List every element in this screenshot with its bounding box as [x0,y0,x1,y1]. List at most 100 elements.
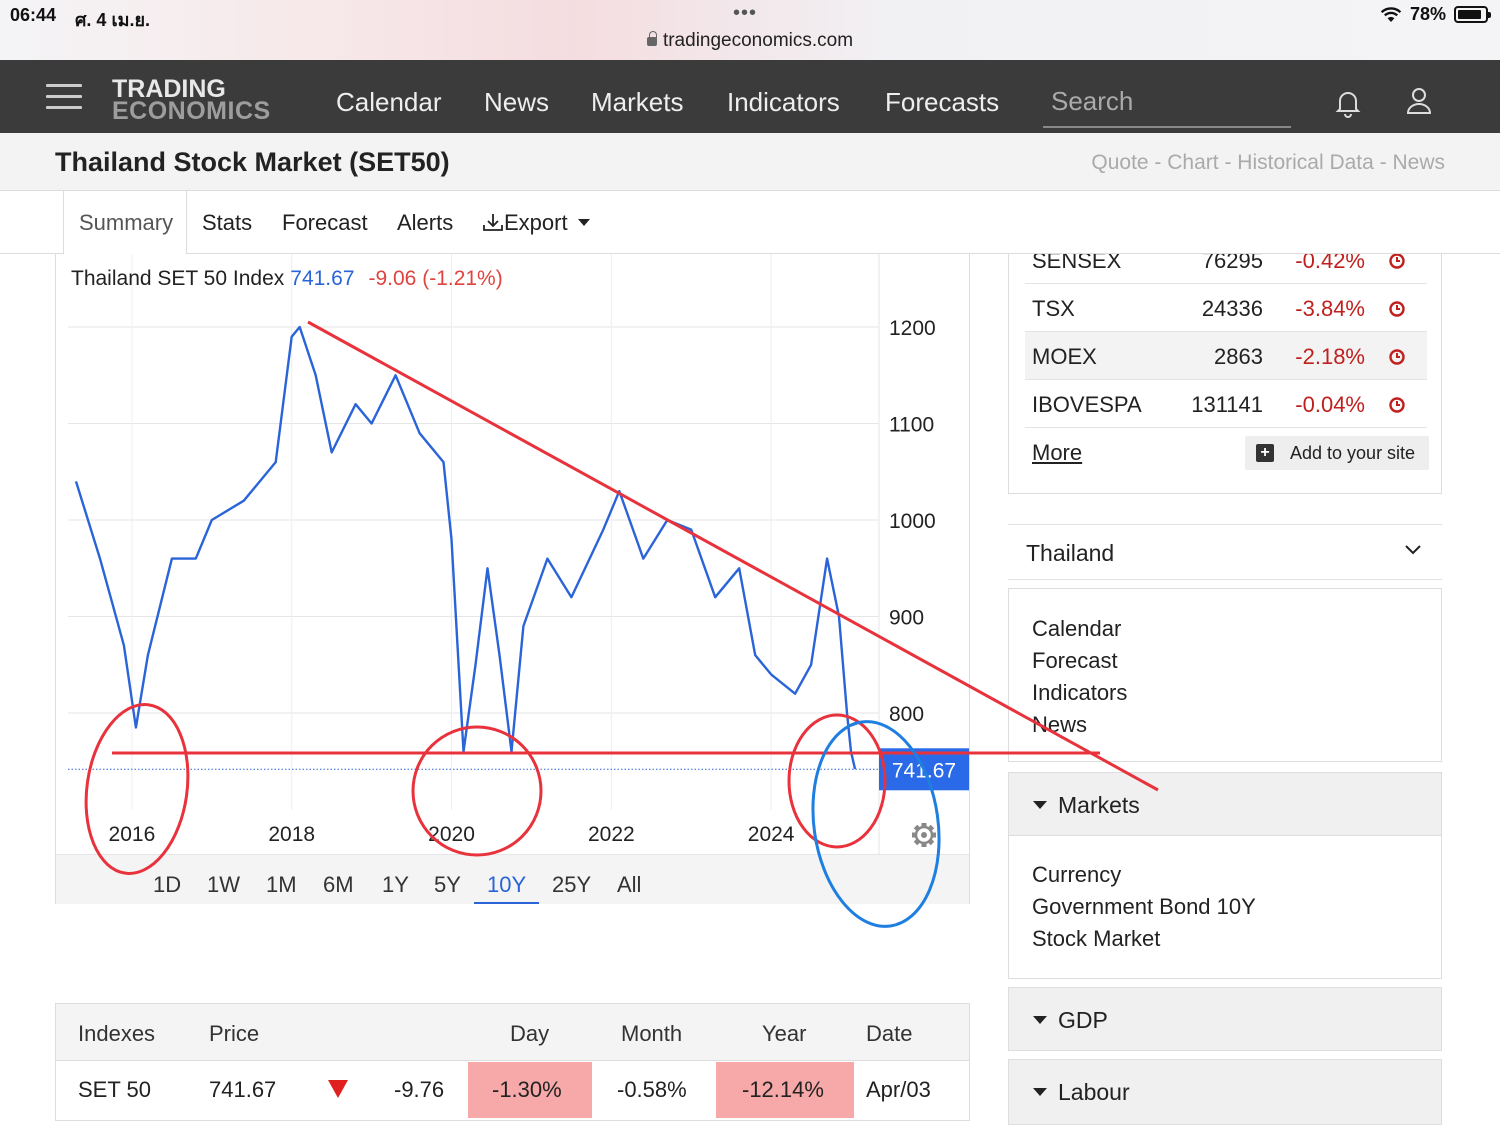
quote-pct: -3.84% [1295,296,1365,321]
quote-value: 131141 [1191,392,1263,417]
tab-summary[interactable]: Summary [63,191,187,254]
tab-alerts[interactable]: Alerts [397,210,454,235]
nav-news[interactable]: News [484,87,550,117]
address-bar[interactable]: tradingeconomics.com [0,30,1500,52]
range-1d[interactable]: 1D [153,872,182,897]
tab-summary-label: Summary [79,210,174,235]
row-change: -9.76 [394,1077,445,1102]
search-input[interactable] [1043,82,1283,117]
down-arrow-icon [328,1080,348,1098]
quote-pct: -0.04% [1295,392,1365,417]
range-25y[interactable]: 25Y [552,872,592,897]
link-calendar[interactable]: Calendar [1032,616,1122,641]
y-tick-label: 1100 [889,414,934,437]
add-to-site-button[interactable]: + Add to your site [1245,436,1429,470]
quote-name: MOEX [1032,344,1097,369]
indexes-table: Indexes Price Day Month Year Date SET 50… [55,1003,970,1121]
quote-value: 24336 [1201,296,1263,321]
nav-forecasts[interactable]: Forecasts [885,87,1000,117]
tab-stats[interactable]: Stats [202,210,253,235]
quote-row[interactable]: TSX 24336 -3.84% [1025,284,1427,332]
row-name[interactable]: SET 50 [78,1077,151,1102]
user-icon[interactable] [1405,86,1433,116]
quote-row[interactable]: SENSEX 76295 -0.42% [1025,254,1427,284]
active-range-underline [474,902,539,904]
tab-export[interactable]: Export [482,210,590,236]
accordion-labour-label: Labour [1058,1079,1130,1105]
accordion-markets-label: Markets [1058,792,1140,818]
status-right: 78% [1380,4,1491,25]
logo[interactable]: TRADING ECONOMICS [112,77,271,124]
battery-icon [1454,6,1491,23]
range-5y[interactable]: 5Y [434,872,461,897]
table-header: Indexes Price Day Month Year Date [56,1004,969,1061]
y-tick-label: 800 [889,703,924,726]
bell-icon[interactable] [1334,88,1362,118]
clock-icon [1389,397,1405,413]
y-tick-label: 1200 [889,317,936,340]
row-price: 741.67 [209,1077,277,1102]
nav-calendar[interactable]: Calendar [336,87,442,117]
page-title: Thailand Stock Market (SET50) [55,147,450,177]
chart-svg[interactable]: 800 900 1000 1100 1200 2016 2018 2020 2022 2024 74… [56,254,969,854]
gear-icon [912,823,936,847]
col-day: Day [510,1021,550,1046]
triangle-down-icon [1033,1016,1047,1024]
series-line [74,325,857,770]
markets-links: Currency Government Bond 10Y Stock Marke… [1008,836,1442,979]
nav-markets[interactable]: Markets [591,87,684,117]
day-cell-bg [468,1062,592,1118]
triangle-down-icon [1033,1088,1047,1096]
link-currency[interactable]: Currency [1032,862,1122,887]
chart-price: 741.67 [290,267,355,290]
col-month: Month [621,1021,683,1046]
row-day: -1.30% [492,1077,562,1102]
x-tick-label: 2018 [268,823,315,846]
range-10y[interactable]: 10Y [487,872,527,897]
chart-panel: 800 900 1000 1100 1200 2016 2018 2020 2022 2024 74… [55,254,970,904]
clock-icon [1389,254,1405,269]
range-1m[interactable]: 1M [266,872,297,897]
more-dots-icon[interactable]: ••• [733,2,758,24]
quote-row[interactable]: IBOVESPA 131141 -0.04% [1025,380,1427,428]
range-6m[interactable]: 6M [323,872,354,897]
battery-percent: 78% [1409,4,1446,24]
col-price: Price [209,1021,260,1046]
country-dropdown[interactable]: Thailand [1008,524,1442,580]
x-tick-label: 2024 [748,823,795,846]
link-indicators[interactable]: Indicators [1032,680,1128,705]
link-stock-market[interactable]: Stock Market [1032,926,1161,951]
quote-value: 76295 [1201,254,1263,273]
accordion-gdp-label: GDP [1058,1007,1108,1033]
y-tick-label: 1000 [889,510,936,533]
breadcrumb-links[interactable]: Quote - Chart - Historical Data - News [1091,151,1445,174]
range-1y[interactable]: 1Y [382,872,409,897]
accordion-labour[interactable]: Labour [1008,1059,1442,1125]
clock-icon [1389,349,1405,365]
link-forecast[interactable]: Forecast [1032,648,1118,673]
more-link[interactable]: More [1032,440,1083,465]
link-news[interactable]: News [1032,712,1088,737]
quote-pct: -0.42% [1295,254,1365,273]
link-government-bond[interactable]: Government Bond 10Y [1032,894,1256,919]
y-tick-label: 900 [889,607,924,630]
quotes-box: SENSEX 76295 -0.42% TSX 24336 -3.84% MOE… [1008,254,1442,494]
range-all[interactable]: All [617,872,642,897]
accordion-gdp[interactable]: GDP [1008,987,1442,1051]
country-label: Thailand [1026,540,1115,566]
add-to-site-label: Add to your site [1290,443,1416,463]
country-links: Calendar Forecast Indicators News [1008,588,1442,762]
quote-name: TSX [1032,296,1075,321]
row-month: -0.58% [617,1077,687,1102]
nav-indicators[interactable]: Indicators [727,87,840,117]
quote-row[interactable]: MOEX 2863 -2.18% [1025,332,1427,380]
menu-icon[interactable] [46,84,82,112]
quote-value: 2863 [1214,344,1263,369]
tab-export-label: Export [504,210,568,235]
gear-hub [921,832,927,838]
tab-forecast[interactable]: Forecast [282,210,368,235]
lock-icon [646,31,657,46]
range-1w[interactable]: 1W [207,872,240,897]
accordion-markets[interactable]: Markets [1008,772,1442,836]
chevron-down-icon [1405,545,1421,555]
